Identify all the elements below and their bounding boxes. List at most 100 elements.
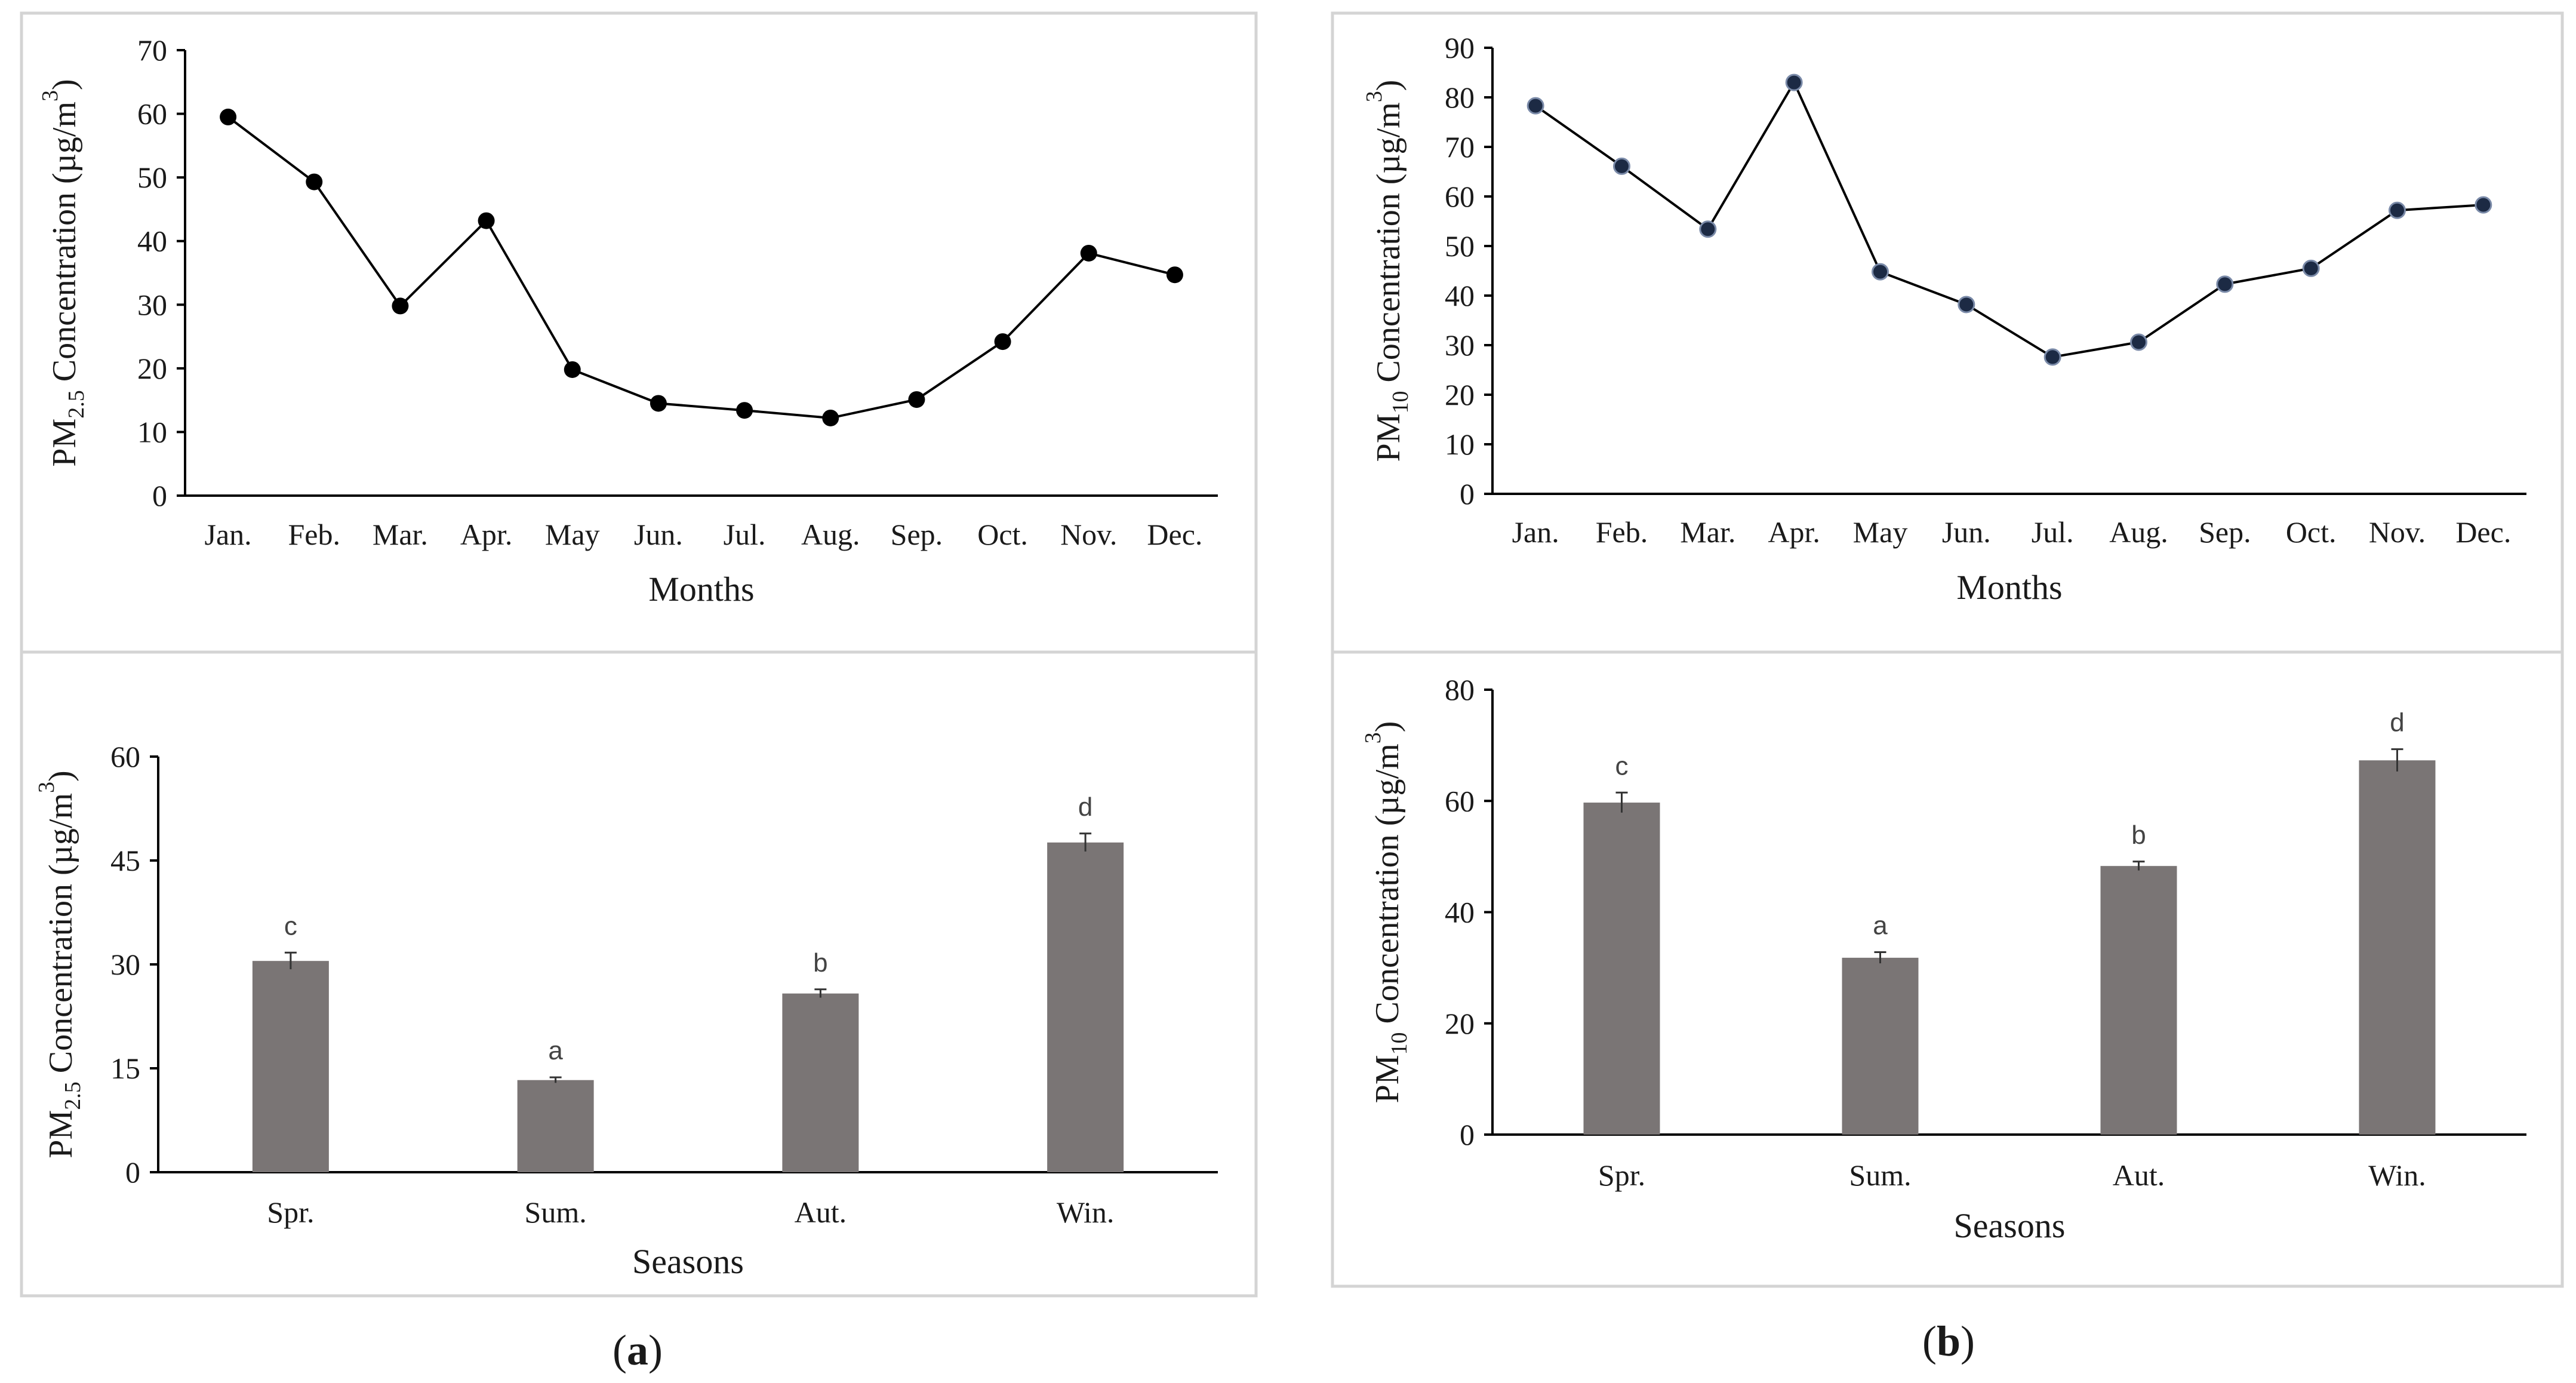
data-point: [1526, 97, 1544, 115]
y-axis-title-part: ): [46, 79, 83, 90]
y-tick-label: 10: [1445, 428, 1475, 461]
x-tick-label: Win.: [2368, 1158, 2426, 1192]
panel-label-a-letter: a: [627, 1326, 648, 1374]
x-tick-label: Sum.: [1849, 1158, 1911, 1192]
x-tick-label: Aug.: [2109, 515, 2168, 549]
y-tick-label: 50: [137, 161, 167, 194]
chart-b-monthly-pm10: 0 10 20 30 40 50 60 70 80 90 Jan. Feb. Mar. Apr. May Ju…: [1362, 31, 2526, 607]
y-tick-label: 60: [1445, 180, 1475, 213]
x-tick-label: Jan.: [1512, 515, 1559, 549]
y-tick-label: 20: [137, 352, 167, 385]
x-tick-label: Nov.: [1060, 518, 1117, 551]
y-tick-label: 40: [1445, 279, 1475, 312]
y-tick-label: 70: [137, 33, 167, 67]
y-tick-label: 80: [1445, 81, 1475, 114]
frame-a-bar: [20, 650, 1258, 1298]
y-tick-label: 30: [137, 288, 167, 321]
bar: [782, 993, 859, 1172]
bar: [1583, 803, 1660, 1135]
bar: [2359, 760, 2436, 1135]
data-point: [994, 333, 1011, 351]
x-axis-title: Seasons: [632, 1242, 744, 1281]
y-tick-label: 0: [1460, 477, 1475, 511]
y-tick-label: 50: [1445, 229, 1475, 263]
y-axis-title-part: 3: [34, 782, 59, 793]
y-axis-title-part: 2.5: [60, 1081, 85, 1110]
significance-letter: c: [1615, 751, 1629, 780]
x-tick-label: Oct.: [2286, 515, 2337, 549]
x-tick-label: Win.: [1057, 1195, 1115, 1229]
data-point: [2475, 196, 2492, 214]
data-point: [908, 391, 925, 408]
data-point: [1166, 266, 1183, 284]
x-tick-label: May: [545, 518, 600, 551]
y-axis-title-part: Concentration (µg/m: [1369, 743, 1406, 1032]
data-point: [1613, 157, 1630, 175]
x-tick-label: Aug.: [801, 518, 860, 551]
significance-letter: a: [1873, 911, 1888, 941]
x-tick-label: Dec.: [1147, 518, 1202, 551]
frame-b-line: [1331, 11, 2564, 654]
x-axis-title: Months: [1956, 568, 2062, 607]
x-tick-label: Oct.: [977, 518, 1028, 551]
data-point: [478, 212, 495, 229]
data-point: [1080, 244, 1097, 262]
y-axis-title-part: Concentration (µg/m: [46, 102, 83, 390]
x-tick-label: Jul.: [2032, 515, 2074, 549]
y-axis-title-part: Concentration (µg/m: [42, 793, 79, 1081]
y-tick-label: 40: [137, 225, 167, 258]
data-point: [2043, 348, 2061, 366]
y-axis-title-part: 3: [1362, 91, 1387, 102]
y-axis-title-part: Concentration (µg/m: [1370, 102, 1407, 391]
y-tick-label: 70: [1445, 130, 1475, 164]
y-axis-title-part: 2.5: [64, 390, 89, 419]
x-tick-label: Aut.: [2113, 1158, 2165, 1192]
y-axis-title-part: PM: [1369, 1055, 1406, 1104]
x-tick-label: Dec.: [2455, 515, 2511, 549]
x-tick-label: Aut.: [795, 1195, 847, 1229]
y-tick-label: 30: [1445, 328, 1475, 362]
data-point: [1699, 220, 1717, 238]
bar: [517, 1080, 594, 1172]
bar: [1047, 842, 1124, 1172]
y-axis-title-part: 10: [1388, 391, 1413, 414]
data-point: [2130, 333, 2147, 351]
significance-letter: c: [284, 911, 297, 941]
data-point: [2216, 275, 2234, 293]
bar: [252, 961, 329, 1172]
panel-label-b-close: ): [1961, 1317, 1975, 1365]
x-tick-label: Jun.: [1942, 515, 1991, 549]
significance-letter: b: [813, 948, 827, 978]
y-tick-label: 20: [1445, 1007, 1475, 1040]
y-axis-title-part: PM: [1370, 414, 1407, 462]
y-axis-title-part: PM: [42, 1110, 79, 1158]
x-tick-label: Spr.: [267, 1195, 314, 1229]
data-point: [564, 361, 581, 378]
y-tick-label: 40: [1445, 896, 1475, 929]
y-tick-label: 45: [110, 844, 140, 877]
y-axis-title: PM10 Concentration (µg/m3): [1362, 80, 1413, 462]
data-point: [2302, 259, 2320, 277]
data-point: [822, 409, 839, 426]
chart-a-seasonal-pm25: 0 15 30 45 60 Spr. Sum. Aut. Win. Seasons PM2.5 Co…: [34, 740, 1218, 1281]
y-tick-label: 60: [137, 97, 167, 131]
y-axis-title-part: 3: [1361, 732, 1386, 743]
y-tick-label: 0: [125, 1155, 140, 1189]
x-tick-label: Spr.: [1598, 1158, 1645, 1192]
x-axis-title: Seasons: [1954, 1206, 2066, 1245]
y-tick-label: 0: [1460, 1118, 1475, 1151]
y-axis-title-part: ): [42, 770, 79, 782]
bar: [2100, 866, 2177, 1135]
y-axis-title: PM2.5 Concentration (µg/m3): [34, 770, 85, 1158]
panel-label-b-letter: b: [1937, 1317, 1961, 1365]
y-tick-label: 20: [1445, 378, 1475, 411]
y-tick-label: 90: [1445, 31, 1475, 64]
data-point: [1958, 296, 1975, 314]
x-tick-label: Mar.: [1680, 515, 1735, 549]
significance-letter: d: [1078, 792, 1092, 822]
y-axis-title-part: 10: [1387, 1032, 1412, 1055]
y-tick-label: 60: [110, 740, 140, 773]
y-axis-title-part: PM: [46, 419, 83, 467]
y-tick-label: 80: [1445, 673, 1475, 706]
